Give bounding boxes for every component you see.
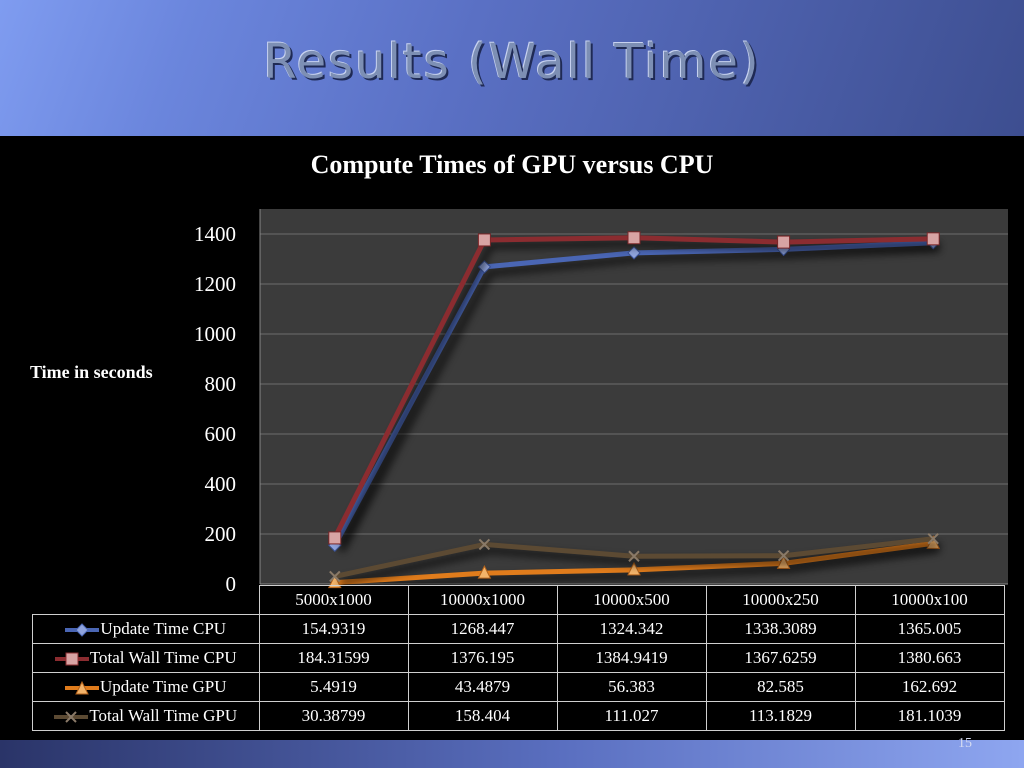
- table-row: Total Wall Time CPU 184.31599 1376.195 1…: [32, 643, 1005, 673]
- table-cell: 154.9319: [258, 614, 409, 644]
- series-key: Total Wall Time GPU: [32, 701, 260, 731]
- table-cell: 158.404: [407, 701, 558, 731]
- table-cell: 181.1039: [854, 701, 1005, 731]
- data-table: 5000x1000 10000x1000 10000x500 10000x250…: [32, 585, 1005, 731]
- table-cell: 56.383: [556, 672, 707, 702]
- series-shadow: [337, 245, 940, 553]
- data-point: [627, 231, 641, 245]
- data-point: [627, 561, 641, 576]
- chart-title: Compute Times of GPU versus CPU: [310, 150, 714, 179]
- table-row: Update Time CPU 154.9319 1268.447 1324.3…: [32, 614, 1005, 644]
- data-point: [477, 565, 492, 579]
- table-row: Total Wall Time GPU 30.38799 158.404 111…: [32, 701, 1005, 731]
- square-marker-icon: [54, 652, 89, 666]
- table-category: 5000x1000: [258, 585, 409, 615]
- y-tick-label: 800: [205, 372, 237, 396]
- series-key: Update Time CPU: [32, 614, 260, 644]
- table-cell: 43.4879: [407, 672, 558, 702]
- table-cell: 1380.663: [854, 643, 1005, 673]
- table-cell: 1324.342: [556, 614, 707, 644]
- data-point: [627, 246, 641, 260]
- table-cell: 1365.005: [854, 614, 1005, 644]
- data-point: [478, 538, 491, 551]
- table-cell: 5.4919: [258, 672, 409, 702]
- y-tick-label: 400: [205, 472, 237, 496]
- table-category: 10000x500: [556, 585, 707, 615]
- y-tick-label: 1000: [194, 322, 236, 346]
- table-row: Update Time GPU 5.4919 43.4879 56.383 82…: [32, 672, 1005, 702]
- table-cell: 30.38799: [258, 701, 409, 731]
- table-cell: 1338.3089: [705, 614, 856, 644]
- series-shadow: [340, 541, 940, 586]
- data-point: [477, 233, 491, 247]
- table-cell: 1376.195: [407, 643, 558, 673]
- table-category: 10000x1000: [407, 585, 558, 615]
- data-point: [927, 533, 939, 545]
- series-key: Update Time GPU: [32, 672, 260, 702]
- table-cell: 162.692: [854, 672, 1005, 702]
- y-tick-label: 0: [226, 572, 237, 596]
- series-name: Total Wall Time GPU: [89, 706, 238, 725]
- y-tick-label: 600: [205, 422, 237, 446]
- triangle-marker-icon: [64, 681, 99, 695]
- series-shadow: [340, 545, 940, 593]
- data-point: [926, 232, 940, 246]
- data-point: [777, 549, 790, 562]
- table-cell: 1367.6259: [705, 643, 856, 673]
- table-cell: 82.585: [705, 672, 856, 702]
- slide-number: 15: [958, 736, 972, 751]
- data-table-header-row: 5000x1000 10000x1000 10000x500 10000x250…: [32, 585, 1005, 615]
- table-cell: 1268.447: [407, 614, 558, 644]
- y-tick-label: 1200: [194, 272, 236, 296]
- slide-footer: [0, 740, 1024, 768]
- table-cell: 113.1829: [705, 701, 856, 731]
- series-key: Total Wall Time CPU: [32, 643, 260, 673]
- series-name: Update Time CPU: [100, 619, 227, 638]
- data-table-corner: [32, 585, 260, 615]
- series-name: Total Wall Time CPU: [89, 648, 237, 667]
- data-point: [328, 531, 342, 545]
- table-cell: 111.027: [556, 701, 707, 731]
- data-point: [329, 570, 341, 583]
- diamond-marker-icon: [65, 623, 100, 637]
- table-category: 10000x100: [854, 585, 1005, 615]
- plot-area: [260, 209, 1008, 584]
- slide-header: [0, 0, 1024, 136]
- y-axis-label: Time in seconds: [30, 362, 153, 382]
- table-category: 10000x250: [705, 585, 856, 615]
- table-cell: 1384.9419: [556, 643, 707, 673]
- slide-title: Results (Wall Time): [263, 34, 761, 90]
- data-point: [628, 550, 640, 562]
- y-tick-label: 200: [205, 522, 237, 546]
- data-point: [777, 235, 791, 249]
- table-cell: 184.31599: [258, 643, 409, 673]
- x-marker-icon: [54, 711, 89, 723]
- series-name: Update Time GPU: [99, 677, 227, 696]
- y-tick-label: 1400: [194, 222, 236, 246]
